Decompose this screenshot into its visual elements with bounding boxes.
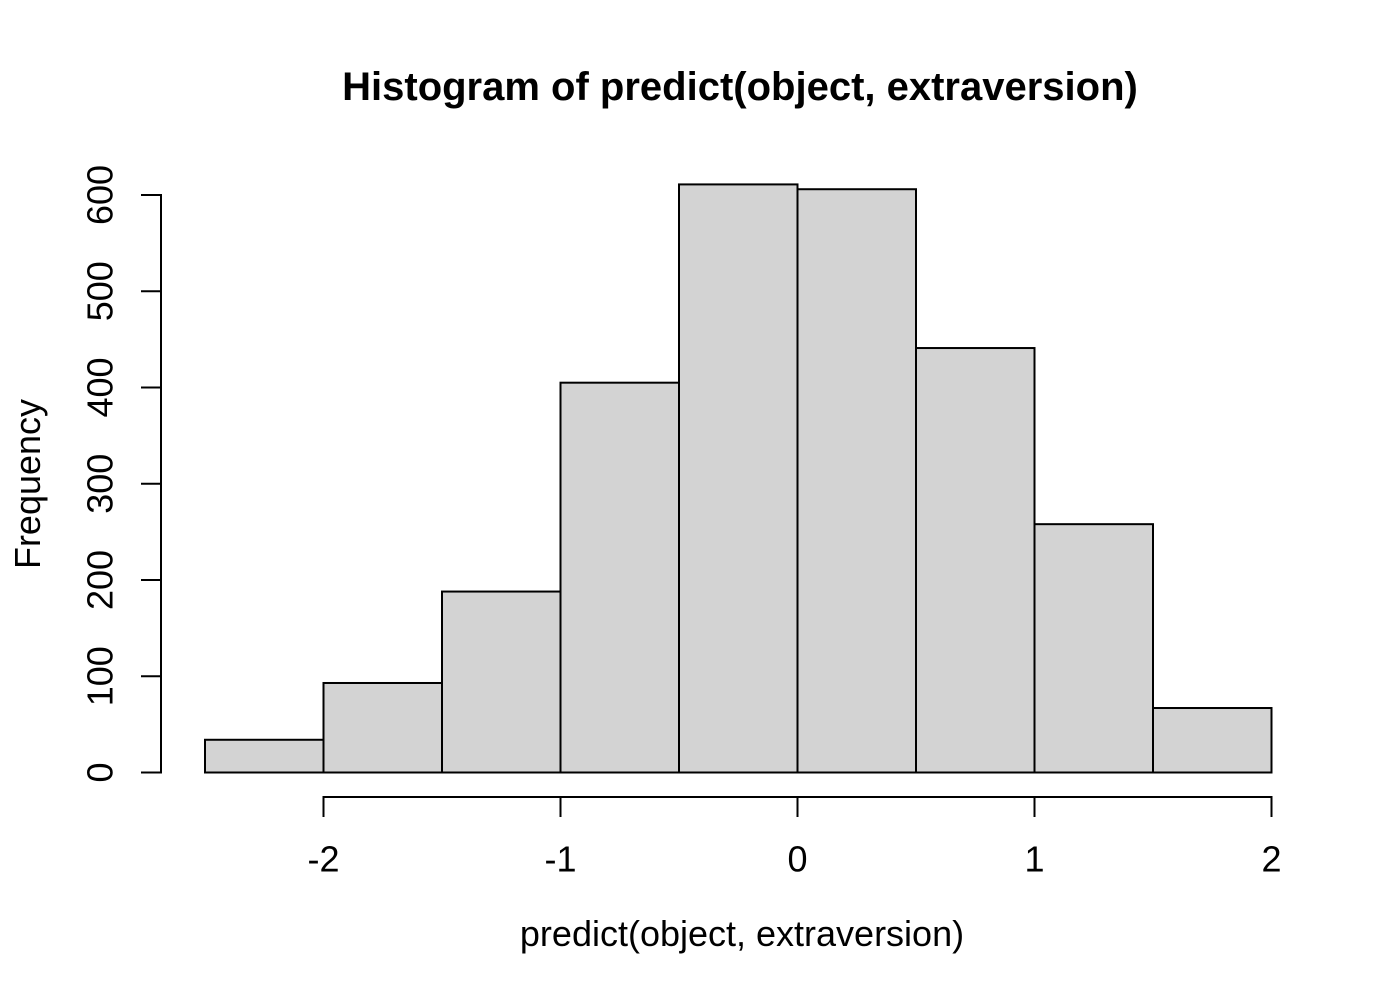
x-tick-label: 0 xyxy=(787,839,807,880)
x-axis-label: predict(object, extraversion) xyxy=(520,913,964,954)
histogram-bar xyxy=(915,347,1036,774)
x-tick-label: -2 xyxy=(307,839,339,880)
y-tick-label: 0 xyxy=(80,762,121,782)
histogram-bar xyxy=(204,738,325,774)
x-tick-label: -1 xyxy=(544,839,576,880)
x-tick-label: 1 xyxy=(1024,839,1044,880)
y-tick-label: 100 xyxy=(80,646,121,706)
axes-group: 0 100 200 300 400 500 600 -2 -1 0 1 2 xyxy=(80,165,1282,880)
histogram-bar xyxy=(678,183,799,774)
y-tick-label: 600 xyxy=(80,165,121,225)
histogram-bar xyxy=(796,188,917,774)
histogram-bar xyxy=(559,381,680,774)
y-tick-label: 400 xyxy=(80,357,121,417)
y-axis-label: Frequency xyxy=(7,399,48,569)
bars-group xyxy=(204,183,1273,774)
x-tick-label: 2 xyxy=(1261,839,1281,880)
y-tick-label: 200 xyxy=(80,550,121,610)
histogram-bar xyxy=(441,590,562,774)
chart-title: Histogram of predict(object, extraversio… xyxy=(342,65,1138,109)
histogram-bar xyxy=(322,681,443,774)
y-tick-label: 500 xyxy=(80,261,121,321)
histogram-bar xyxy=(1033,523,1154,774)
y-tick-label: 300 xyxy=(80,454,121,514)
histogram-bar xyxy=(1152,707,1273,774)
